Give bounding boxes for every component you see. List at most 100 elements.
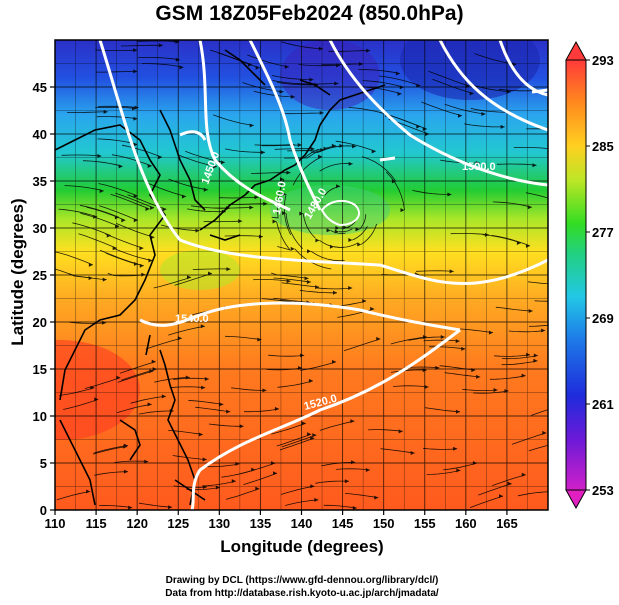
streamline (99, 249, 139, 265)
streamline (55, 251, 94, 266)
streamline (280, 41, 323, 50)
streamline (268, 354, 305, 357)
streamline (525, 192, 548, 199)
x-tick-label: 110 (45, 516, 66, 531)
streamline (412, 190, 452, 195)
streamline (254, 144, 295, 146)
colorbar-tick-label: 269 (592, 311, 614, 326)
streamline (219, 196, 259, 199)
streamline (63, 399, 99, 410)
streamline (311, 145, 357, 153)
streamline (281, 282, 320, 288)
streamline (244, 408, 279, 413)
y-axis-ticks: 0 5 10 15 20 25 30 35 40 45 (33, 80, 55, 518)
streamline (120, 368, 157, 381)
streamline (314, 287, 353, 290)
streamline (319, 420, 355, 431)
streamline (416, 270, 454, 272)
streamline (253, 279, 291, 282)
streamline (177, 154, 217, 167)
streamline (271, 75, 314, 80)
x-tick-label: 115 (86, 516, 107, 531)
streamline (137, 40, 180, 43)
streamline (302, 213, 316, 239)
streamline (428, 70, 470, 87)
streamline (333, 242, 359, 248)
streamline (205, 463, 240, 468)
coastlines (55, 49, 386, 506)
height-contours (98, 40, 548, 510)
y-tick-label: 15 (33, 362, 47, 377)
streamline (98, 183, 138, 197)
streamline (261, 144, 302, 147)
x-tick-label: 150 (373, 516, 395, 531)
colorbar-tick-label: 261 (592, 397, 614, 412)
streamline (501, 355, 538, 360)
credit-drawing: Drawing by DCL (https://www.gfd-dennou.o… (165, 575, 439, 586)
streamline (146, 182, 187, 197)
streamline (111, 154, 152, 167)
streamline (217, 52, 260, 69)
streamline (122, 144, 163, 158)
streamline (511, 432, 547, 445)
svg-text:1500.0: 1500.0 (462, 161, 496, 173)
lat-lon-grid (55, 40, 548, 510)
streamline (361, 156, 397, 182)
streamline (323, 504, 357, 509)
streamline (185, 150, 225, 163)
streamline (368, 429, 403, 432)
streamline (98, 205, 138, 221)
x-tick-label: 125 (167, 516, 189, 531)
streamline (58, 208, 98, 218)
streamline (56, 491, 91, 501)
streamline (450, 233, 490, 236)
y-tick-label: 0 (40, 503, 47, 518)
streamline (120, 44, 163, 47)
x-tick-label: 135 (250, 516, 272, 531)
streamline (114, 460, 149, 463)
streamline (67, 111, 108, 113)
colorbar: 293 285 277 269 261 253 (565, 40, 614, 510)
streamline (285, 213, 303, 249)
streamline (241, 462, 276, 474)
streamline (138, 502, 173, 508)
y-tick-label: 40 (33, 127, 47, 142)
streamline (94, 471, 129, 476)
streamline (242, 82, 284, 93)
streamline (390, 369, 427, 373)
streamline (443, 462, 478, 471)
colorbar-tick-label: 293 (592, 53, 614, 68)
streamline (271, 422, 307, 435)
streamline (344, 493, 379, 498)
streamline (188, 399, 224, 405)
y-tick-label: 5 (40, 456, 47, 471)
x-tick-label: 160 (455, 516, 477, 531)
streamline (78, 233, 117, 249)
streamline (138, 410, 174, 415)
streamline (153, 276, 192, 289)
streamline (470, 108, 512, 113)
streamline (348, 107, 390, 116)
streamline (390, 336, 427, 345)
streamline (138, 57, 180, 61)
streamline (534, 300, 548, 302)
streamline (379, 75, 421, 87)
streamline (421, 101, 463, 117)
streamline (195, 406, 231, 412)
streamline (93, 445, 128, 454)
streamline (473, 390, 509, 394)
streamline (393, 385, 429, 388)
y-tick-label: 45 (33, 80, 47, 95)
streamline (277, 380, 313, 388)
streamline (224, 235, 263, 237)
streamline (80, 213, 120, 227)
y-tick-label: 25 (33, 268, 47, 283)
streamline (528, 444, 548, 452)
streamline (276, 433, 312, 447)
streamline (273, 297, 311, 303)
streamline (315, 480, 349, 484)
x-tick-label: 140 (291, 516, 313, 531)
streamline (169, 386, 206, 389)
streamline (203, 220, 243, 223)
streamline (385, 171, 405, 211)
